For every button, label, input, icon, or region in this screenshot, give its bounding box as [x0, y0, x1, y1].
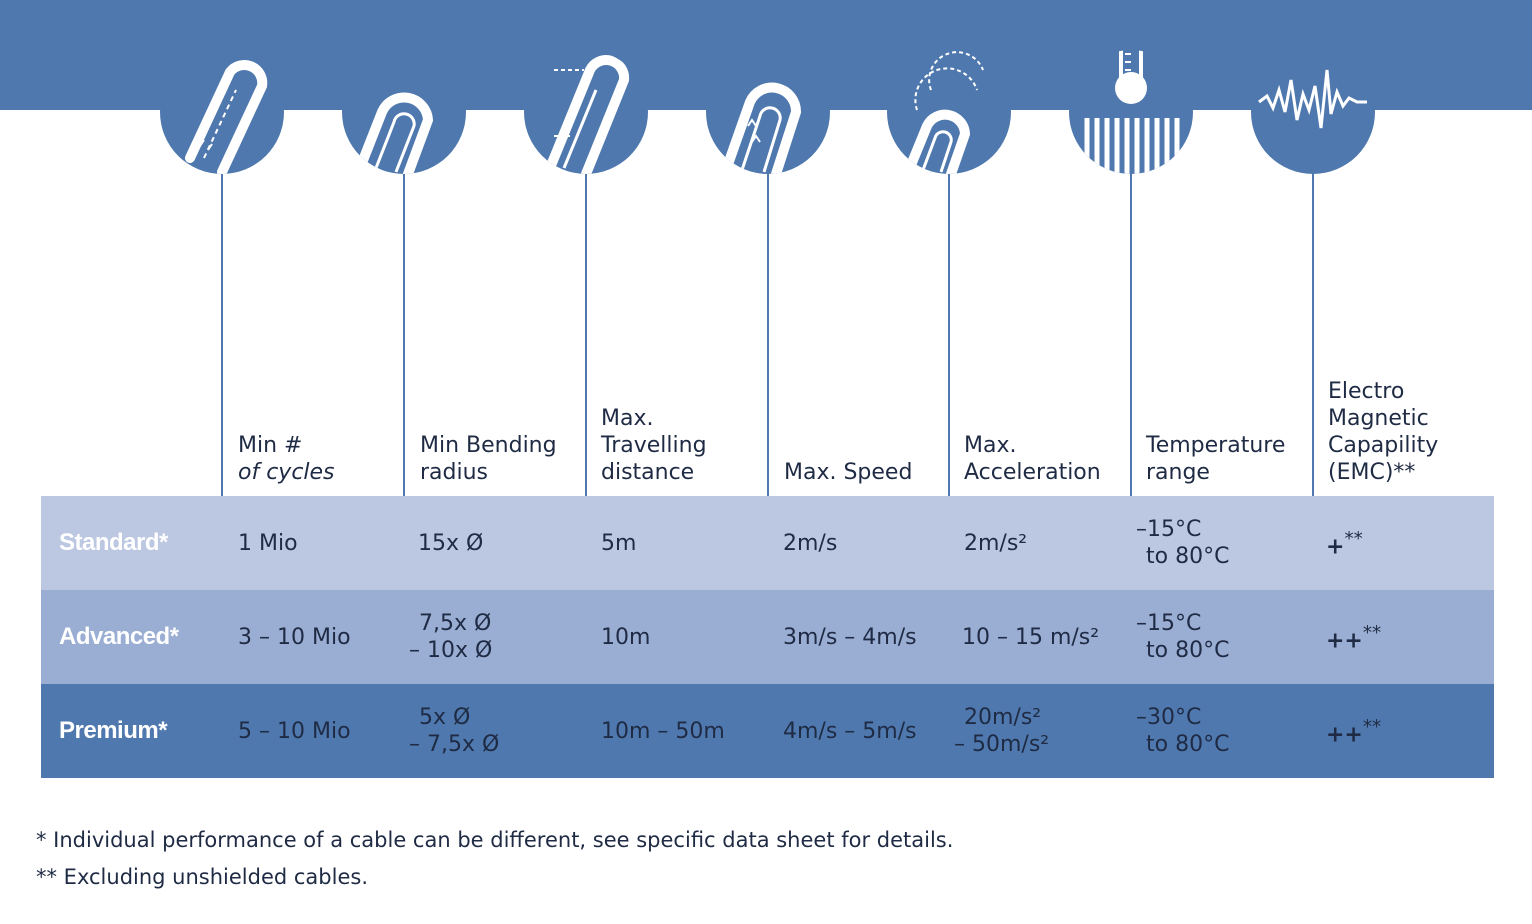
- cell-cycles: 1 Mio: [238, 530, 298, 556]
- cell-temperature: –30°C to 80°C: [1136, 705, 1230, 757]
- table-row-standard: Standard* 1 Mio 15x Ø 5m 2m/s 2m/s² –15°…: [41, 496, 1494, 590]
- cell-acceleration: 2m/s²: [964, 530, 1028, 556]
- cell-bending-radius: 7,5x Ø – 10x Ø: [409, 611, 493, 663]
- speed-icon: [706, 50, 830, 174]
- row-label: Advanced*: [59, 623, 179, 650]
- cell-travelling-distance: 10m – 50m: [601, 718, 725, 744]
- table-row-advanced: Advanced* 3 – 10 Mio 7,5x Ø – 10x Ø 10m 3…: [41, 590, 1494, 684]
- thermometer-icon: [1069, 50, 1193, 174]
- cell-speed: 2m/s: [783, 530, 838, 556]
- cell-cycles: 3 – 10 Mio: [238, 624, 351, 650]
- header-min-bending-radius: Min Bending radius: [420, 433, 557, 485]
- row-label: Standard*: [59, 529, 168, 556]
- header-emc: Electro Magnetic Capapility (EMC)**: [1328, 379, 1439, 485]
- cell-speed: 3m/s – 4m/s: [783, 624, 917, 650]
- footnote-unshielded: ** Excluding unshielded cables.: [36, 865, 369, 889]
- cell-speed: 4m/s – 5m/s: [783, 718, 917, 744]
- header-max-speed: Max. Speed: [784, 460, 913, 485]
- column-divider: [221, 150, 223, 684]
- footnote-individual-performance: * Individual performance of a cable can …: [36, 828, 954, 852]
- cell-bending-radius: 15x Ø: [418, 530, 484, 556]
- acceleration-icon: [887, 50, 1011, 174]
- cell-cycles: 5 – 10 Mio: [238, 718, 351, 744]
- column-divider: [403, 150, 405, 684]
- row-label: Premium*: [59, 717, 168, 744]
- cycles-icon: [160, 50, 284, 174]
- emc-wave-icon: [1251, 50, 1375, 174]
- cell-acceleration: 10 – 15 m/s²: [962, 624, 1100, 650]
- header-min-cycles: Min # of cycles: [238, 433, 335, 485]
- header-temperature-range: Temperature range: [1146, 433, 1286, 485]
- column-divider: [1312, 150, 1314, 684]
- header-max-travelling-distance: Max. Travelling distance: [601, 406, 707, 485]
- column-divider: [767, 150, 769, 684]
- cell-acceleration: 20m/s² – 50m/s²: [954, 705, 1050, 757]
- cell-emc: ++**: [1326, 622, 1382, 654]
- column-divider: [1130, 150, 1132, 684]
- header-max-acceleration: Max. Acceleration: [964, 433, 1101, 485]
- column-divider: [585, 150, 587, 684]
- cell-emc: ++**: [1326, 716, 1382, 748]
- cell-emc: +**: [1326, 528, 1363, 560]
- table-row-premium: Premium* 5 – 10 Mio 5x Ø – 7,5x Ø 10m – 5…: [41, 684, 1494, 778]
- travelling-distance-icon: [524, 50, 648, 174]
- cell-bending-radius: 5x Ø – 7,5x Ø: [409, 705, 500, 757]
- cell-temperature: –15°C to 80°C: [1136, 517, 1230, 569]
- column-divider: [948, 150, 950, 684]
- cell-travelling-distance: 10m: [601, 624, 651, 650]
- cell-temperature: –15°C to 80°C: [1136, 611, 1230, 663]
- bending-radius-icon: [342, 50, 466, 174]
- cell-travelling-distance: 5m: [601, 530, 637, 556]
